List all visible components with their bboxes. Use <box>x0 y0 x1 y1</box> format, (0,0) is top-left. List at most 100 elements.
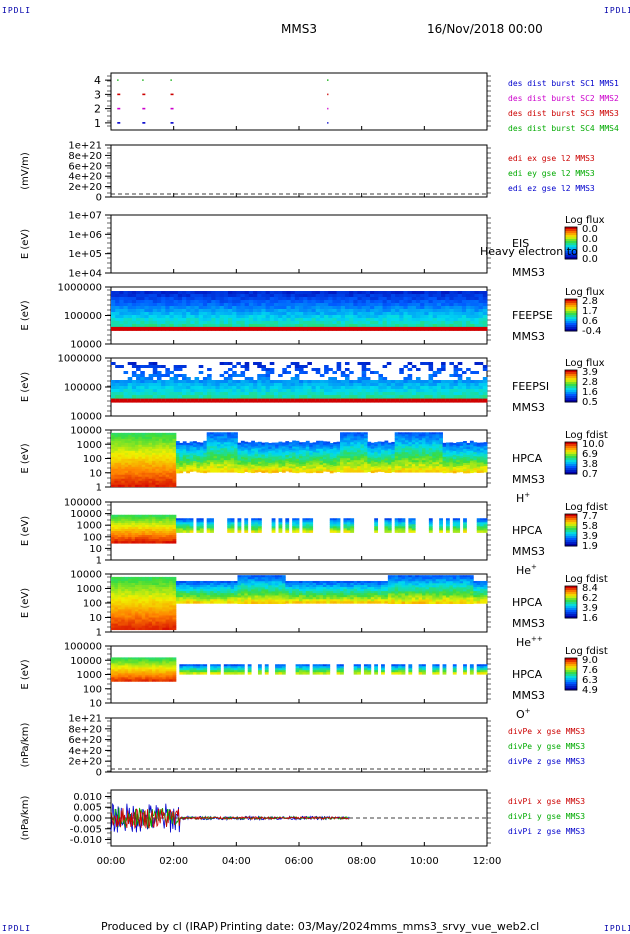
hpca-h-panel-cell <box>295 446 300 450</box>
hpca-he1-panel-cell <box>158 533 163 536</box>
feepsi-panel-cell <box>257 374 262 377</box>
feepse-panel-cell <box>207 291 212 294</box>
hpca-h-panel-cell <box>175 468 180 472</box>
feepse-panel-cell <box>144 306 149 309</box>
feepsi-panel-cell <box>457 380 463 383</box>
feepsi-panel-cell <box>382 392 388 395</box>
hpca-h-panel-cell <box>131 460 136 464</box>
feepse-panel-cell <box>453 318 459 321</box>
hpca-h-panel-cell <box>128 432 132 436</box>
hpca-h-panel-cell <box>145 472 149 476</box>
feepse-panel-cell <box>340 309 346 312</box>
hpca-h-panel-cell <box>203 460 208 464</box>
feepsi-panel-cell <box>453 383 459 386</box>
hpca-h-panel-cell <box>111 460 115 464</box>
hpca-h-panel-cell <box>138 468 143 472</box>
feepse-panel-cell <box>207 321 212 324</box>
hpca-he1-panel-ytick-label: 1000 <box>77 521 102 532</box>
hpca-h-panel-cell <box>398 470 402 473</box>
hpca-he1-panel-cell <box>124 541 129 544</box>
feepse-panel-cell <box>457 291 463 294</box>
hpca-h-panel-cell <box>134 478 139 482</box>
hpca-h-panel-cell <box>230 442 235 445</box>
eis-panel-colorbar-label: Log flux <box>565 215 605 226</box>
feepse-panel-cell <box>236 326 241 331</box>
feepse-panel-cell <box>424 300 429 303</box>
feepsi-panel-cell <box>273 395 279 398</box>
feepsi-panel-cell <box>482 392 488 395</box>
feepse-panel-cell <box>286 303 292 306</box>
hpca-h-panel-cell <box>158 458 163 462</box>
feepse-panel-cell <box>474 297 480 300</box>
hpca-h-panel-cell <box>466 466 471 470</box>
feepsi-panel-cell <box>265 383 271 386</box>
feepsi-panel-cell <box>361 395 367 398</box>
hpca-h-panel-cell <box>370 454 375 458</box>
feepsi-panel-cell <box>328 389 333 392</box>
feepsi-panel-cell <box>361 365 367 368</box>
hpca-h-panel-cell <box>381 459 385 463</box>
feepse-panel-cell <box>140 324 145 327</box>
feepse-panel-cell <box>211 291 216 294</box>
feepse-panel-cell <box>136 303 141 306</box>
feepse-panel-cell <box>453 291 459 294</box>
feepse-panel-cell <box>399 312 404 315</box>
hpca-h-panel-cell <box>404 456 409 459</box>
hpca-he1-panel-cell <box>124 524 129 528</box>
feepsi-panel-cell <box>148 395 154 398</box>
feepsi-panel-cell <box>361 383 367 386</box>
hpca-h-panel-cell <box>432 436 437 439</box>
feepsi-panel-colorbar-frame <box>564 369 578 403</box>
hpca-h-panel-cell <box>210 456 214 459</box>
feepse-panel-cell <box>390 324 396 327</box>
hpca-h-panel-cell <box>227 454 232 457</box>
hpca-he1-panel-cell <box>148 533 153 536</box>
hpca-h-panel-cell <box>203 442 208 446</box>
feepsi-panel-cell <box>198 380 204 383</box>
hpca-he1-panel-cell <box>162 522 167 526</box>
feepse-panel-cell <box>315 291 321 294</box>
hpca-h-panel-cell <box>165 466 170 470</box>
hpca-he1-panel-cell <box>155 516 160 520</box>
hpca-h-panel-cell <box>476 462 481 466</box>
hpca-h-panel-cell <box>196 442 201 445</box>
hpca-h-panel-cell <box>466 452 471 456</box>
feepse-panel-cell <box>240 324 246 327</box>
feepse-panel-cell <box>407 309 413 312</box>
hpca-h-panel-cell <box>247 462 252 465</box>
feepse-panel-cell <box>261 303 266 306</box>
hpca-h-panel-cell <box>199 466 204 469</box>
feepse-panel-cell <box>461 321 467 324</box>
hpca-h-panel-cell <box>353 444 358 447</box>
feepsi-panel-cell <box>449 389 454 392</box>
hpca-h-panel-cell <box>210 448 214 451</box>
hpca-h-panel-cell <box>377 457 382 460</box>
hpca-h-panel-cell <box>353 442 358 445</box>
hpca-h-panel-cell <box>415 468 420 471</box>
feepse-panel-cell <box>382 324 388 327</box>
hpca-h-panel-cell <box>189 443 194 446</box>
hpca-h-panel-cell <box>439 434 443 437</box>
feepsi-panel-cell <box>223 389 229 392</box>
hpca-h-panel-cell <box>322 453 327 456</box>
hpca-h-panel-cell <box>456 462 461 465</box>
hpca-h-panel-cell <box>435 432 440 435</box>
hpca-h-panel-cell <box>172 456 177 460</box>
feepsi-panel-cell <box>202 380 208 383</box>
hpca-h-panel-cell <box>114 466 119 470</box>
hpca-h-panel-cell <box>452 450 457 454</box>
hpca-h-panel-cell <box>158 472 163 476</box>
hpca-h-panel-cell <box>121 464 126 468</box>
hpca-h-panel-cell <box>326 465 331 468</box>
feepsi-panel-cell <box>457 383 463 386</box>
hpca-h-panel-cell <box>360 432 365 435</box>
feepse-panel-cell <box>294 294 300 297</box>
hpca-h-panel-cell <box>425 466 430 469</box>
feepse-panel-cell <box>152 321 158 324</box>
feepse-panel-cell <box>336 312 342 315</box>
feepsi-panel-cell <box>177 386 183 389</box>
hpca-h-panel-cell <box>316 466 320 470</box>
hpca-h-panel-cell <box>466 444 471 448</box>
feepse-panel-cell <box>127 315 133 318</box>
feepse-panel-cell <box>207 300 212 303</box>
